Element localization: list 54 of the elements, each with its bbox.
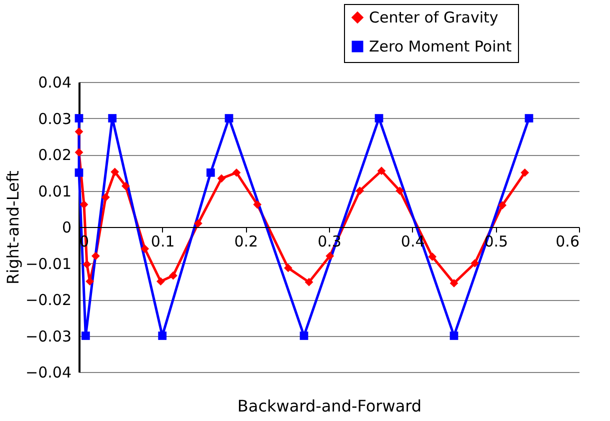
point xyxy=(108,114,117,122)
point xyxy=(396,186,404,195)
point xyxy=(74,148,84,157)
y-tick-label: 0.04 xyxy=(38,74,72,92)
point xyxy=(356,186,364,195)
point xyxy=(74,168,84,177)
point xyxy=(74,127,84,136)
point xyxy=(374,114,384,122)
y-axis-title: Right-and-Left xyxy=(4,170,23,284)
x-axis-title: Backward-and-Forward xyxy=(237,396,422,416)
point xyxy=(470,259,480,268)
y-tick-label: −0.03 xyxy=(26,327,72,346)
point xyxy=(91,252,100,260)
y-tick-label: 0 xyxy=(62,218,72,236)
point xyxy=(253,200,262,209)
point xyxy=(520,168,530,177)
y-tick-label: 0.03 xyxy=(38,110,72,128)
point xyxy=(300,332,308,340)
point xyxy=(156,277,165,286)
x-tick-label: 0 xyxy=(80,232,90,250)
point xyxy=(450,332,458,340)
point xyxy=(326,252,334,260)
point xyxy=(158,332,167,340)
point xyxy=(428,252,437,261)
legend-label: Zero Moment Point xyxy=(369,38,512,56)
y-tick-label: −0.04 xyxy=(26,364,72,382)
point xyxy=(524,114,534,122)
point xyxy=(206,168,215,177)
point xyxy=(110,168,120,176)
point xyxy=(168,271,178,280)
point xyxy=(80,200,88,209)
point xyxy=(284,264,292,272)
point xyxy=(101,193,110,202)
point xyxy=(81,332,90,340)
point xyxy=(498,201,507,210)
y-tick-label: 0.01 xyxy=(38,182,72,200)
point xyxy=(217,174,226,183)
y-tick-label: −0.02 xyxy=(26,291,72,309)
point xyxy=(304,278,314,286)
point xyxy=(450,279,458,288)
x-tick-label: 0.2 xyxy=(234,232,258,250)
point xyxy=(224,114,234,122)
point xyxy=(140,244,150,253)
point xyxy=(74,114,84,122)
point xyxy=(82,260,92,269)
point xyxy=(121,182,130,190)
point xyxy=(194,219,202,228)
x-tick-label: 0.6 xyxy=(556,232,580,250)
x-tick-label: 0.1 xyxy=(150,232,175,250)
point xyxy=(377,166,386,175)
legend-label: Center of Gravity xyxy=(369,8,498,26)
point xyxy=(232,168,241,177)
y-tick-label: −0.01 xyxy=(26,254,72,273)
y-tick-label: 0.02 xyxy=(38,146,72,164)
